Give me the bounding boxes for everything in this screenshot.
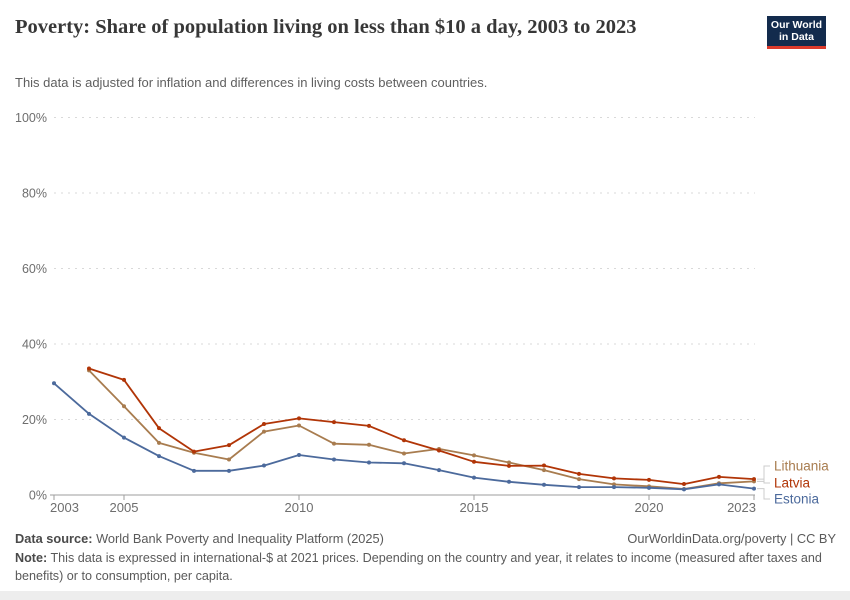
- data-point-lithuania[interactable]: [157, 440, 161, 445]
- chart-note: Note: This data is expressed in internat…: [15, 550, 835, 586]
- series-label-estonia[interactable]: Estonia: [774, 492, 820, 507]
- data-point-latvia[interactable]: [752, 477, 756, 482]
- data-point-estonia[interactable]: [577, 485, 581, 490]
- data-point-lithuania[interactable]: [542, 468, 546, 473]
- data-point-estonia[interactable]: [542, 482, 546, 487]
- data-point-latvia[interactable]: [262, 422, 266, 427]
- data-point-estonia[interactable]: [437, 468, 441, 473]
- data-point-lithuania[interactable]: [297, 423, 301, 428]
- bottom-strip: [0, 591, 850, 600]
- data-point-estonia[interactable]: [297, 452, 301, 457]
- data-point-lithuania[interactable]: [507, 460, 511, 465]
- data-point-latvia[interactable]: [612, 476, 616, 481]
- data-point-lithuania[interactable]: [122, 404, 126, 409]
- chart-subtitle: This data is adjusted for inflation and …: [15, 75, 488, 90]
- y-axis-label: 80%: [22, 187, 47, 201]
- data-point-lithuania[interactable]: [402, 451, 406, 456]
- data-point-latvia[interactable]: [402, 438, 406, 443]
- data-point-estonia[interactable]: [612, 485, 616, 490]
- data-point-estonia[interactable]: [367, 460, 371, 465]
- x-axis-label: 2010: [285, 500, 314, 515]
- data-point-estonia[interactable]: [122, 435, 126, 440]
- data-point-latvia[interactable]: [437, 448, 441, 453]
- y-axis-label: 100%: [15, 111, 47, 125]
- x-axis-label: 2023: [727, 500, 756, 515]
- line-lithuania[interactable]: [88, 369, 755, 490]
- data-point-latvia[interactable]: [157, 426, 161, 431]
- note-label: Note:: [15, 551, 48, 565]
- x-axis-label: 2020: [635, 500, 664, 515]
- data-point-latvia[interactable]: [87, 366, 91, 371]
- series-label-latvia[interactable]: Latvia: [774, 476, 811, 491]
- data-point-latvia[interactable]: [297, 416, 301, 421]
- note-value: This data is expressed in international-…: [15, 551, 822, 583]
- line-latvia[interactable]: [88, 367, 755, 485]
- data-point-latvia[interactable]: [577, 471, 581, 476]
- data-point-latvia[interactable]: [682, 482, 686, 487]
- data-source-value: World Bank Poverty and Inequality Platfo…: [92, 531, 384, 546]
- data-source-label: Data source:: [15, 531, 93, 546]
- data-point-estonia[interactable]: [682, 487, 686, 492]
- owid-logo[interactable]: Our World in Data: [767, 16, 826, 49]
- label-connector: [757, 488, 770, 500]
- label-connector: [757, 478, 770, 484]
- data-point-estonia[interactable]: [192, 468, 196, 473]
- data-point-latvia[interactable]: [507, 463, 511, 468]
- owid-logo-line1: Our World: [770, 19, 823, 31]
- line-estonia[interactable]: [53, 382, 755, 491]
- data-point-estonia[interactable]: [87, 411, 91, 416]
- y-axis-label: 0%: [29, 489, 47, 503]
- data-point-estonia[interactable]: [227, 468, 231, 473]
- data-point-estonia[interactable]: [717, 482, 721, 487]
- data-point-estonia[interactable]: [402, 461, 406, 466]
- credit-link[interactable]: OurWorldinData.org/poverty | CC BY: [627, 531, 836, 546]
- data-point-estonia[interactable]: [472, 475, 476, 480]
- x-axis-label: 2005: [110, 500, 139, 515]
- data-point-latvia[interactable]: [717, 474, 721, 479]
- y-axis-label: 20%: [22, 413, 47, 427]
- data-point-estonia[interactable]: [52, 381, 56, 386]
- data-point-estonia[interactable]: [157, 454, 161, 459]
- data-point-lithuania[interactable]: [472, 453, 476, 458]
- data-source: Data source: World Bank Poverty and Ineq…: [15, 531, 384, 546]
- y-axis-label: 60%: [22, 262, 47, 276]
- data-point-latvia[interactable]: [192, 449, 196, 454]
- data-point-estonia[interactable]: [647, 485, 651, 490]
- data-point-latvia[interactable]: [472, 459, 476, 464]
- label-connector: [757, 465, 770, 482]
- y-axis-label: 40%: [22, 338, 47, 352]
- data-point-lithuania[interactable]: [577, 477, 581, 482]
- data-point-latvia[interactable]: [647, 477, 651, 482]
- data-point-latvia[interactable]: [227, 443, 231, 448]
- data-point-lithuania[interactable]: [332, 441, 336, 446]
- data-point-latvia[interactable]: [122, 377, 126, 382]
- data-point-estonia[interactable]: [507, 479, 511, 484]
- data-point-estonia[interactable]: [262, 463, 266, 468]
- data-point-estonia[interactable]: [752, 486, 756, 491]
- data-point-lithuania[interactable]: [367, 442, 371, 447]
- page-title: Poverty: Share of population living on l…: [15, 16, 637, 38]
- data-point-lithuania[interactable]: [262, 429, 266, 434]
- data-point-latvia[interactable]: [542, 463, 546, 468]
- series-label-lithuania[interactable]: Lithuania: [774, 459, 829, 474]
- data-point-latvia[interactable]: [367, 423, 371, 428]
- data-point-lithuania[interactable]: [227, 457, 231, 462]
- owid-logo-line2: in Data: [778, 31, 814, 44]
- x-axis-label: 2003: [50, 500, 79, 515]
- data-point-latvia[interactable]: [332, 420, 336, 425]
- data-point-estonia[interactable]: [332, 457, 336, 462]
- x-axis-label: 2015: [460, 500, 489, 515]
